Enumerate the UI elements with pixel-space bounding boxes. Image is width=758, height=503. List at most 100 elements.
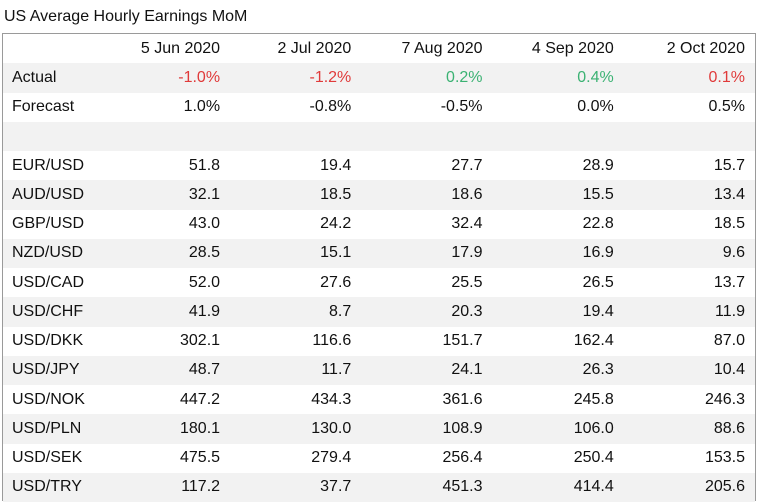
row-label: GBP/USD [12, 215, 85, 233]
row-label: USD/SEK [12, 449, 83, 467]
pair-value: 434.3 [311, 390, 352, 408]
pair-value: 22.8 [582, 215, 614, 233]
pair-value: 37.7 [320, 478, 352, 496]
pair-value: 52.0 [188, 273, 221, 291]
pair-value: 10.4 [713, 361, 745, 379]
table-row: USD/CAD 52.0 27.6 25.5 26.5 13.7 [3, 268, 755, 297]
header-cell: 2 Jul 2020 [277, 39, 352, 57]
pair-value: 18.6 [451, 185, 483, 203]
table-row: NZD/USD 28.5 15.1 17.9 16.9 9.6 [3, 238, 755, 268]
pair-value: 32.1 [188, 185, 221, 203]
pair-value: 13.7 [713, 273, 745, 291]
pair-value: 17.9 [451, 244, 483, 262]
header-cell: 5 Jun 2020 [140, 39, 221, 57]
table-row: USD/NOK 447.2 434.3 361.6 245.8 246.3 [3, 385, 755, 414]
pair-value: 9.6 [722, 244, 745, 262]
row-label: USD/TRY [12, 478, 82, 496]
table-title: US Average Hourly Earnings MoM [4, 8, 248, 25]
table-row: USD/SEK 475.5 279.4 256.4 250.4 153.5 [3, 444, 755, 473]
pair-value: 87.0 [713, 332, 745, 350]
pair-value: 26.5 [582, 273, 614, 291]
pair-value: 19.4 [582, 302, 614, 320]
pair-value: 28.5 [188, 244, 221, 262]
pair-value: 18.5 [320, 185, 352, 203]
pair-value: 13.4 [713, 185, 745, 203]
pair-value: 48.7 [188, 361, 221, 379]
pair-value: 41.9 [188, 302, 221, 320]
pair-value: 8.7 [329, 302, 352, 320]
pair-value: 26.3 [582, 361, 614, 379]
pair-value: 475.5 [180, 449, 221, 467]
row-label: USD/JPY [12, 361, 80, 379]
pair-value: 15.5 [582, 185, 614, 203]
pair-value: 11.7 [321, 361, 352, 379]
actual-value: -1.2% [309, 68, 352, 86]
row-label: Forecast [12, 98, 75, 116]
pair-value: 245.8 [573, 390, 614, 408]
table-row: USD/JPY 48.7 11.7 24.1 26.3 10.4 [3, 355, 755, 385]
header-row: 5 Jun 2020 2 Jul 2020 7 Aug 2020 4 Sep 2… [3, 34, 755, 63]
pair-value: 279.4 [311, 449, 352, 467]
pair-value: 19.4 [320, 156, 352, 174]
table-row: AUD/USD 32.1 18.5 18.6 15.5 13.4 [3, 180, 755, 210]
table-row: GBP/USD 43.0 24.2 32.4 22.8 18.5 [3, 210, 755, 239]
pair-value: 24.2 [320, 215, 352, 233]
pair-value: 11.9 [715, 302, 745, 320]
header-cell: 2 Oct 2020 [666, 39, 745, 57]
pair-value: 153.5 [704, 449, 745, 467]
pair-value: 117.2 [181, 478, 221, 496]
header-cell: 7 Aug 2020 [401, 39, 483, 57]
row-label: EUR/USD [12, 156, 85, 174]
pair-value: 250.4 [573, 449, 614, 467]
pair-value: 447.2 [180, 390, 221, 408]
pair-value: 20.3 [451, 302, 483, 320]
row-label: USD/CAD [12, 273, 85, 291]
table-row: USD/DKK 302.1 116.6 151.7 162.4 87.0 [3, 327, 755, 356]
actual-value: 0.4% [577, 68, 614, 86]
row-label: Actual [12, 68, 57, 86]
pair-value: 116.6 [312, 332, 352, 350]
pair-value: 451.3 [442, 478, 483, 496]
pair-value: 205.6 [704, 478, 745, 496]
header-cell: 4 Sep 2020 [531, 39, 614, 57]
row-label: USD/CHF [12, 302, 84, 320]
row-label: USD/DKK [12, 332, 84, 350]
row-label: AUD/USD [12, 185, 85, 203]
pair-value: 246.3 [704, 390, 745, 408]
pair-value: 25.5 [451, 273, 483, 291]
forecast-value: 0.5% [708, 98, 745, 116]
pair-value: 18.5 [713, 215, 745, 233]
row-label: USD/NOK [12, 390, 85, 408]
pair-value: 130.0 [311, 419, 352, 437]
pair-value: 302.1 [180, 332, 221, 350]
forecast-value: 0.0% [577, 98, 614, 116]
earnings-table: 5 Jun 2020 2 Jul 2020 7 Aug 2020 4 Sep 2… [2, 33, 756, 502]
forecast-row: Forecast 1.0% -0.8% -0.5% 0.0% 0.5% [3, 93, 755, 122]
spacer-row [3, 121, 755, 151]
pair-value: 32.4 [451, 215, 483, 233]
pair-value: 27.6 [320, 273, 352, 291]
forecast-value: 1.0% [183, 98, 221, 116]
pair-value: 414.4 [573, 478, 614, 496]
actual-value: 0.2% [446, 68, 483, 86]
pair-value: 108.9 [442, 419, 483, 437]
table-row: USD/TRY 117.2 37.7 451.3 414.4 205.6 [3, 472, 755, 502]
table-row: EUR/USD 51.8 19.4 27.7 28.9 15.7 [3, 151, 755, 180]
table-row: USD/PLN 180.1 130.0 108.9 106.0 88.6 [3, 414, 755, 444]
pair-value: 151.7 [442, 332, 483, 350]
actual-value: -1.0% [178, 68, 221, 86]
pair-value: 24.1 [451, 361, 483, 379]
pair-rows: EUR/USD 51.8 19.4 27.7 28.9 15.7 AUD/USD 32.1 18… [3, 151, 755, 502]
pair-value: 15.1 [320, 244, 352, 262]
pair-value: 16.9 [582, 244, 614, 262]
pair-value: 106.0 [573, 419, 614, 437]
pair-value: 361.6 [442, 390, 483, 408]
pair-value: 256.4 [442, 449, 483, 467]
forecast-value: -0.8% [309, 98, 352, 116]
forecast-value: -0.5% [440, 98, 483, 116]
pair-value: 15.7 [713, 156, 745, 174]
actual-value: 0.1% [708, 68, 745, 86]
pair-value: 43.0 [188, 215, 221, 233]
pair-value: 28.9 [582, 156, 614, 174]
pair-value: 162.4 [573, 332, 614, 350]
